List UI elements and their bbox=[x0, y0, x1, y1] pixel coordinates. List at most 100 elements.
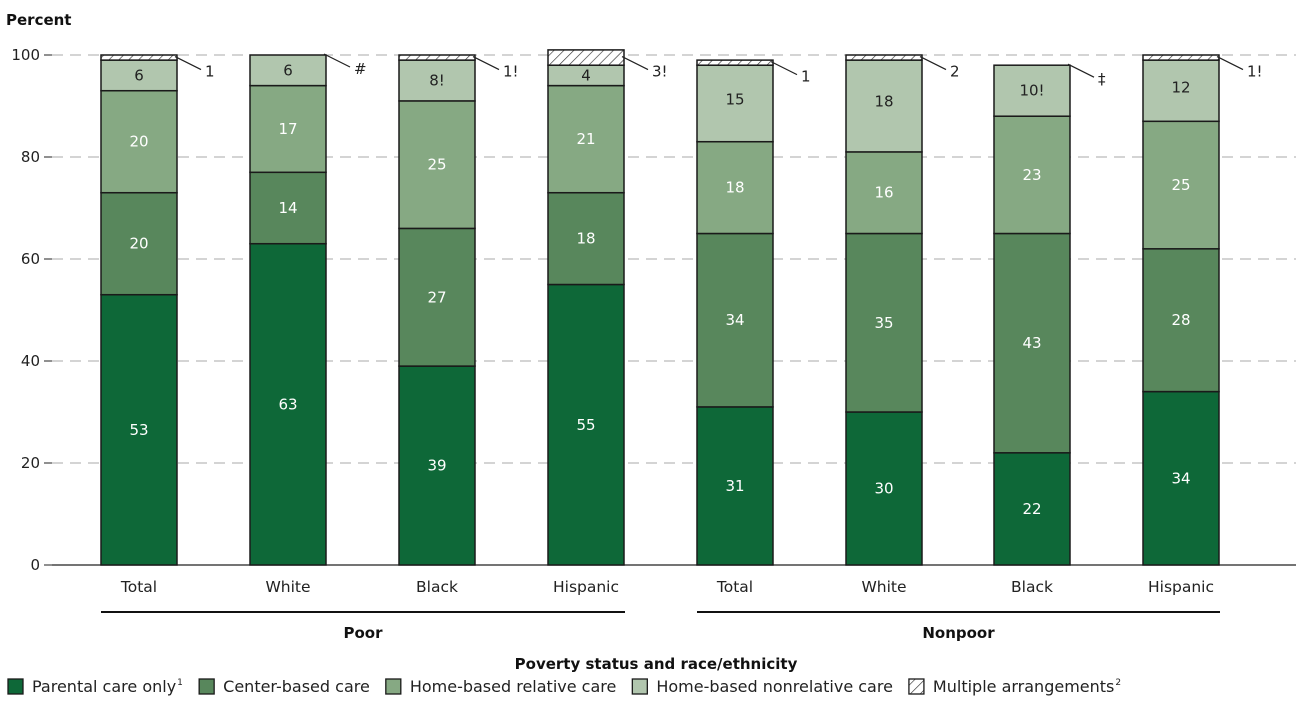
bar-value-label: 43 bbox=[1022, 334, 1041, 352]
bar-value-label: 30 bbox=[874, 480, 893, 498]
bar-value-label: 16 bbox=[874, 184, 893, 202]
bar-segment bbox=[547, 191, 625, 286]
legend-item: Home-based relative care bbox=[385, 677, 617, 696]
bar-value-label: 34 bbox=[1171, 469, 1190, 487]
bars bbox=[100, 49, 1220, 566]
bar-value-label: 18 bbox=[576, 230, 595, 248]
callout-leader bbox=[621, 56, 649, 71]
bar-value-label: 28 bbox=[1171, 311, 1190, 329]
group-labels: Poor Nonpoor bbox=[101, 611, 1220, 642]
bar-value-label: 20 bbox=[129, 133, 148, 151]
group-label: Poor bbox=[343, 624, 383, 642]
bar-value-label: 34 bbox=[725, 311, 744, 329]
bar-value-label: 25 bbox=[1171, 176, 1190, 194]
bar-value-label: 17 bbox=[278, 120, 297, 138]
bar-segment bbox=[696, 64, 774, 143]
legend-label: Multiple arrangements bbox=[933, 677, 1114, 696]
x-category-label: Hispanic bbox=[1148, 578, 1214, 596]
x-axis-labels: Total White Black Hispanic Total White Black Hi… bbox=[120, 578, 1214, 596]
bar-segment bbox=[100, 293, 178, 566]
legend-item: Parental care only 1 bbox=[7, 677, 183, 696]
callout-leader bbox=[472, 56, 500, 71]
bar-segment bbox=[993, 452, 1071, 566]
legend-label: Center-based care bbox=[223, 677, 370, 696]
bar-value-label: 22 bbox=[1022, 500, 1041, 518]
bar-segment bbox=[845, 151, 923, 235]
x-category-label: White bbox=[861, 578, 906, 596]
x-axis-title: Poverty status and race/ethnicity bbox=[515, 655, 798, 673]
y-tick-label: 100 bbox=[11, 46, 40, 64]
bar-segment bbox=[547, 49, 625, 66]
bar-segment bbox=[845, 232, 923, 413]
callout-label: 3! bbox=[652, 63, 668, 81]
x-category-label: Total bbox=[120, 578, 157, 596]
bar-value-label: 21 bbox=[576, 130, 595, 148]
bar-segment bbox=[547, 283, 625, 566]
callout-label: 1! bbox=[1247, 63, 1263, 81]
bar-segment bbox=[993, 115, 1071, 235]
legend-footnote-marker: 2 bbox=[1115, 678, 1121, 688]
bar-segment bbox=[249, 171, 327, 245]
x-category-label: Black bbox=[416, 578, 458, 596]
callout-leader bbox=[770, 61, 798, 76]
bar-value-label: 23 bbox=[1022, 166, 1041, 184]
bar-segment bbox=[696, 406, 774, 566]
x-category-label: White bbox=[265, 578, 310, 596]
bar-segment bbox=[993, 232, 1071, 454]
bar-value-label: 25 bbox=[427, 156, 446, 174]
legend-swatch bbox=[385, 678, 402, 695]
y-tick-label: 0 bbox=[30, 556, 40, 574]
bar-segment bbox=[1142, 59, 1220, 123]
bar-value-label: 4 bbox=[581, 66, 591, 84]
bar-value-label: 20 bbox=[129, 235, 148, 253]
legend-swatch bbox=[908, 678, 925, 695]
callout-label: 1! bbox=[503, 63, 519, 81]
bar-segment bbox=[993, 64, 1071, 117]
bar-segment bbox=[100, 54, 178, 61]
legend-swatch bbox=[198, 678, 215, 695]
legend-label: Home-based relative care bbox=[410, 677, 617, 696]
bar-segment bbox=[1142, 120, 1220, 250]
callout-leader bbox=[1216, 56, 1244, 71]
legend-item: Center-based care bbox=[198, 677, 370, 696]
bar-segment bbox=[1142, 390, 1220, 566]
y-tick-label: 80 bbox=[21, 148, 40, 166]
legend-footnote-marker: 1 bbox=[177, 678, 183, 688]
x-category-label: Total bbox=[716, 578, 753, 596]
legend-item: Home-based nonrelative care bbox=[631, 677, 893, 696]
legend-item: Multiple arrangements 2 bbox=[908, 677, 1121, 696]
bar-value-label: 39 bbox=[427, 457, 446, 475]
y-axis-title: Percent bbox=[6, 11, 71, 29]
callout-leader bbox=[174, 56, 202, 71]
bar-segment bbox=[696, 140, 774, 235]
bar-segment bbox=[845, 59, 923, 153]
y-tick-label: 40 bbox=[21, 352, 40, 370]
bar-value-label: 10! bbox=[1019, 82, 1044, 100]
callout-leader bbox=[919, 56, 947, 71]
legend-label: Parental care only bbox=[32, 677, 176, 696]
callout-label: 1 bbox=[205, 63, 215, 81]
bar-value-label: 18 bbox=[725, 179, 744, 197]
bar-value-label: 8! bbox=[429, 72, 445, 90]
bar-value-label: 35 bbox=[874, 314, 893, 332]
bar-value-label: 53 bbox=[129, 421, 148, 439]
bar-segment bbox=[845, 411, 923, 566]
bar-value-label: 27 bbox=[427, 288, 446, 306]
bar-value-label: 12 bbox=[1171, 79, 1190, 97]
legend-swatch bbox=[631, 678, 648, 695]
y-tick-label: 60 bbox=[21, 250, 40, 268]
bar-segment bbox=[696, 59, 774, 66]
bar-segment bbox=[1142, 248, 1220, 393]
bar-segment bbox=[845, 54, 923, 61]
bar-segment bbox=[696, 232, 774, 408]
callout-label: 1 bbox=[801, 68, 811, 86]
callout-leader bbox=[1067, 63, 1095, 78]
callout-leader bbox=[323, 53, 351, 68]
bar-segment bbox=[249, 242, 327, 566]
bar-segment bbox=[1142, 54, 1220, 61]
y-tick-label: 20 bbox=[21, 454, 40, 472]
bar-value-label: 14 bbox=[278, 199, 297, 217]
bar-segment bbox=[249, 54, 327, 87]
